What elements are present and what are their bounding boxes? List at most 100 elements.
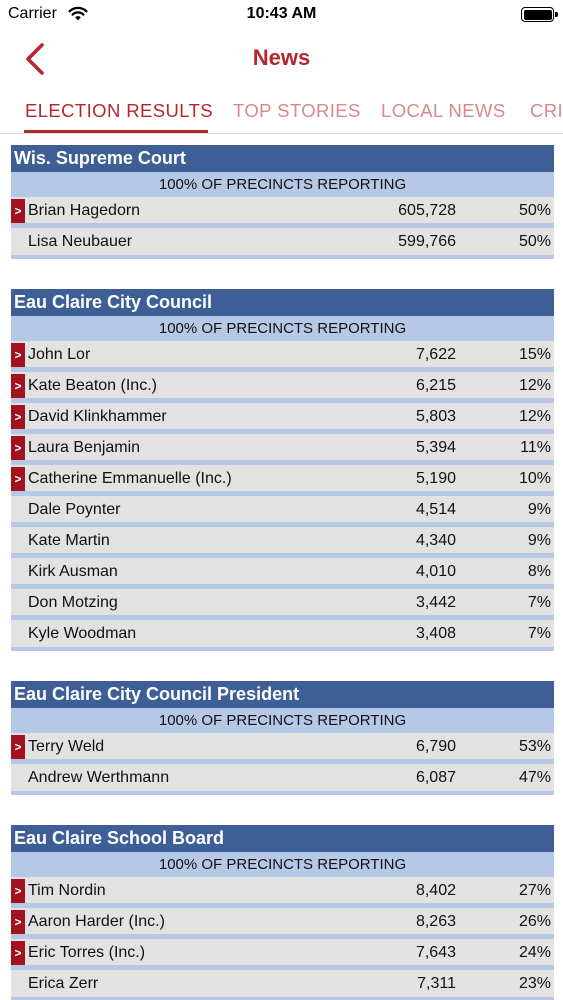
- candidate-percent: 47%: [518, 769, 551, 786]
- candidate-name: Aaron Harder (Inc.): [28, 913, 165, 930]
- candidate-row: > Terry Weld 6,790 53%: [11, 733, 554, 764]
- candidate-votes: 7,311: [417, 975, 456, 992]
- candidate-votes: 5,394: [415, 439, 456, 456]
- candidate-votes: 4,010: [415, 563, 456, 580]
- candidate-name: Lisa Neubauer: [28, 233, 133, 250]
- candidate-votes: 6,790: [415, 738, 456, 755]
- winner-marker-icon: >: [11, 374, 25, 398]
- candidate-percent: 11%: [520, 439, 551, 456]
- candidate-votes: 599,766: [398, 233, 456, 250]
- candidate-name: Kate Beaton (Inc.): [28, 377, 157, 394]
- candidate-votes: 8,402: [415, 882, 456, 899]
- candidate-percent: 7%: [527, 594, 551, 611]
- candidate-percent: 50%: [518, 233, 551, 250]
- race-title[interactable]: Eau Claire City Council President: [11, 681, 554, 708]
- candidate-name: Laura Benjamin: [28, 439, 141, 456]
- candidate-name: David Klinkhammer: [28, 408, 167, 425]
- candidate-percent: 27%: [518, 882, 551, 899]
- candidate-row: > Tim Nordin 8,402 27%: [11, 877, 554, 908]
- winner-marker-icon: >: [11, 467, 25, 491]
- winner-marker-icon: >: [11, 199, 25, 223]
- candidate-percent: 10%: [518, 470, 551, 487]
- candidate-percent: 12%: [518, 377, 551, 394]
- back-chevron-icon[interactable]: [20, 40, 54, 78]
- winner-marker-icon: >: [11, 879, 25, 903]
- candidate-votes: 4,514: [415, 501, 456, 518]
- candidate-row: > Catherine Emmanuelle (Inc.) 5,190 10%: [11, 465, 554, 496]
- candidate-votes: 7,622: [415, 346, 456, 363]
- candidate-percent: 7%: [527, 625, 551, 642]
- carrier-label: Carrier: [8, 5, 57, 22]
- candidate-row: > John Lor 7,622 15%: [11, 341, 554, 372]
- candidate-name: Eric Torres (Inc.): [28, 944, 146, 961]
- precincts-reporting: 100% OF PRECINCTS REPORTING: [11, 316, 554, 341]
- candidate-name: Kate Martin: [28, 532, 110, 549]
- election-results-list: Wis. Supreme Court 100% OF PRECINCTS REPO…: [11, 145, 554, 1000]
- candidate-row: > Eric Torres (Inc.) 7,643 24%: [11, 939, 554, 970]
- candidate-row: Kyle Woodman 3,408 7%: [11, 620, 554, 651]
- race-title[interactable]: Wis. Supreme Court: [11, 145, 554, 172]
- candidate-percent: 12%: [518, 408, 551, 425]
- candidate-percent: 23%: [518, 975, 551, 992]
- winner-marker-icon: >: [11, 735, 25, 759]
- candidate-name: Andrew Werthmann: [28, 769, 170, 786]
- candidate-row: Kirk Ausman 4,010 8%: [11, 558, 554, 589]
- candidate-percent: 26%: [518, 913, 551, 930]
- candidate-votes: 6,215: [415, 377, 456, 394]
- candidate-name: John Lor: [28, 346, 91, 363]
- candidate-name: Erica Zerr: [28, 975, 99, 992]
- winner-marker-icon: >: [11, 941, 25, 965]
- race-title[interactable]: Eau Claire City Council: [11, 289, 554, 316]
- candidate-name: Kyle Woodman: [28, 625, 137, 642]
- candidate-row: > Laura Benjamin 5,394 11%: [11, 434, 554, 465]
- tab-top-stories[interactable]: TOP STORIES: [233, 100, 361, 121]
- candidate-votes: 3,442: [415, 594, 456, 611]
- race-block: Eau Claire School Board 100% OF PRECINCTS…: [11, 825, 554, 1000]
- candidate-votes: 8,263: [415, 913, 456, 930]
- candidate-name: Dale Poynter: [28, 501, 121, 518]
- candidate-name: Don Motzing: [28, 594, 118, 611]
- candidate-percent: 53%: [518, 738, 551, 755]
- candidate-percent: 15%: [518, 346, 551, 363]
- candidate-row: > David Klinkhammer 5,803 12%: [11, 403, 554, 434]
- active-tab-indicator: [24, 130, 208, 133]
- candidate-row: Andrew Werthmann 6,087 47%: [11, 764, 554, 795]
- candidate-row: Lisa Neubauer 599,766 50%: [11, 228, 554, 259]
- race-block: Eau Claire City Council 100% OF PRECINCTS…: [11, 289, 554, 651]
- candidate-percent: 50%: [518, 202, 551, 219]
- tab-crime[interactable]: CRI: [530, 100, 563, 121]
- tab-local-news[interactable]: LOCAL NEWS: [381, 100, 506, 121]
- candidate-name: Kirk Ausman: [28, 563, 118, 580]
- winner-marker-icon: >: [11, 436, 25, 460]
- status-bar: Carrier 10:43 AM: [0, 0, 563, 30]
- candidate-percent: 24%: [518, 944, 551, 961]
- candidate-row: Dale Poynter 4,514 9%: [11, 496, 554, 527]
- candidate-row: Kate Martin 4,340 9%: [11, 527, 554, 558]
- candidate-name: Tim Nordin: [28, 882, 106, 899]
- race-block: Eau Claire City Council President 100% OF…: [11, 681, 554, 795]
- precincts-reporting: 100% OF PRECINCTS REPORTING: [11, 852, 554, 877]
- winner-marker-icon: >: [11, 910, 25, 934]
- candidate-votes: 6,087: [415, 769, 456, 786]
- race-block: Wis. Supreme Court 100% OF PRECINCTS REPO…: [11, 145, 554, 259]
- candidate-percent: 9%: [527, 532, 551, 549]
- status-time: 10:43 AM: [246, 5, 317, 22]
- candidate-votes: 4,340: [415, 532, 456, 549]
- candidate-percent: 8%: [527, 563, 551, 580]
- candidate-percent: 9%: [527, 501, 551, 518]
- candidate-name: Terry Weld: [28, 738, 105, 755]
- candidate-row: Don Motzing 3,442 7%: [11, 589, 554, 620]
- page-title: News: [252, 45, 311, 70]
- winner-marker-icon: >: [11, 405, 25, 429]
- candidate-row: > Brian Hagedorn 605,728 50%: [11, 197, 554, 228]
- candidate-name: Catherine Emmanuelle (Inc.): [28, 470, 232, 487]
- battery-icon: [521, 7, 558, 22]
- candidate-votes: 605,728: [398, 202, 456, 219]
- candidate-votes: 5,190: [415, 470, 456, 487]
- race-title[interactable]: Eau Claire School Board: [11, 825, 554, 852]
- precincts-reporting: 100% OF PRECINCTS REPORTING: [11, 172, 554, 197]
- candidate-name: Brian Hagedorn: [28, 202, 141, 219]
- wifi-icon: [68, 6, 88, 21]
- winner-marker-icon: >: [11, 343, 25, 367]
- tab-election-results[interactable]: ELECTION RESULTS: [25, 100, 214, 121]
